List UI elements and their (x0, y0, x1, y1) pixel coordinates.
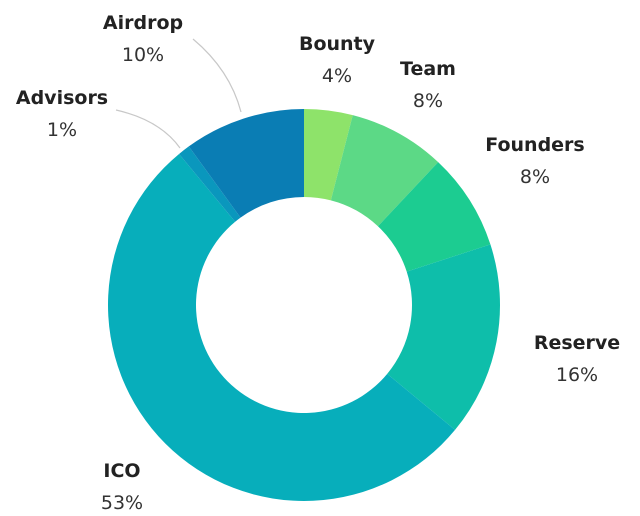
slice-value-founders: 8% (520, 166, 550, 188)
slice-label-founders: Founders (485, 134, 584, 156)
slice-label-ico: ICO (103, 460, 140, 482)
slice-label-reserve: Reserve (534, 332, 620, 354)
slice-airdrop (188, 109, 304, 218)
slice-value-ico: 53% (101, 492, 143, 514)
slice-team (330, 115, 439, 227)
leader-line-advisors (115, 109, 181, 149)
slice-label-advisors: Advisors (16, 87, 108, 109)
slice-bounty (304, 109, 353, 201)
slice-value-bounty: 4% (322, 65, 352, 87)
slice-advisors (179, 146, 241, 222)
donut-slices (107, 109, 500, 502)
slice-labels: Bounty 4% Team 8% Founders 8% Reserve 16% ICO 53%… (16, 12, 620, 514)
slice-label-airdrop: Airdrop (103, 12, 183, 34)
slice-founders (377, 162, 491, 272)
slice-value-reserve: 16% (556, 364, 598, 386)
slice-reserve (387, 244, 500, 430)
slice-label-team: Team (400, 58, 456, 80)
slice-label-bounty: Bounty (299, 33, 376, 55)
slice-value-advisors: 1% (47, 119, 77, 141)
slice-value-airdrop: 10% (122, 44, 164, 66)
slice-value-team: 8% (413, 90, 443, 112)
slice-ico (107, 153, 456, 502)
leader-line-airdrop (192, 38, 242, 113)
leader-lines (115, 38, 242, 149)
